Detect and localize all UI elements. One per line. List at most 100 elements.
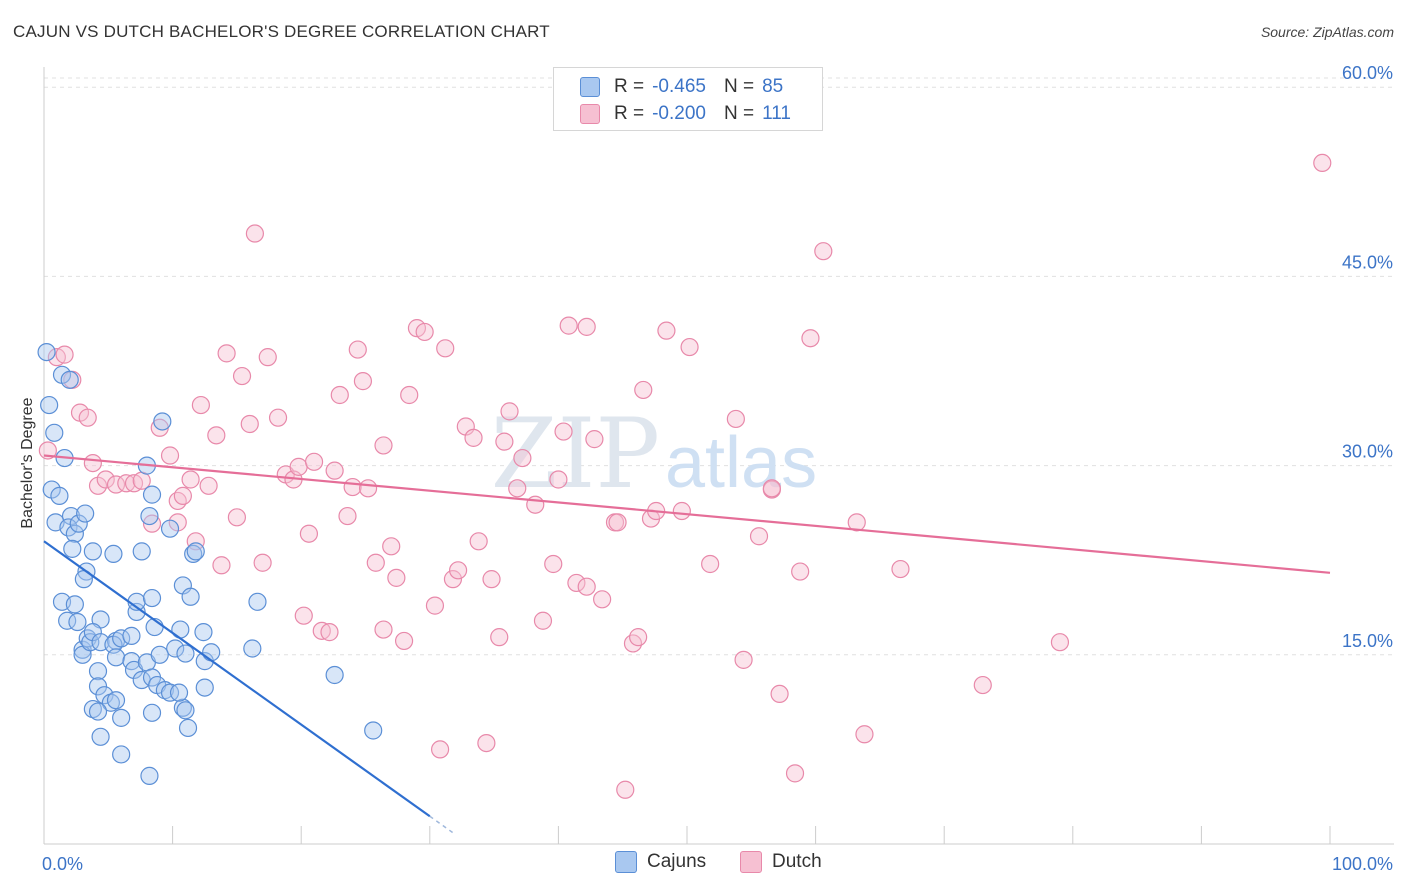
cajun-point: [248, 592, 267, 611]
dutch-point: [374, 436, 393, 455]
dutch-point: [1050, 633, 1070, 652]
dutch-point: [1313, 153, 1332, 173]
cajun-point: [61, 506, 81, 526]
cajun-swatch: [580, 77, 600, 97]
dutch-point: [477, 733, 496, 753]
cajun-point: [83, 542, 102, 561]
cajun-point: [101, 693, 120, 712]
dutch-point: [891, 559, 910, 579]
dutch-point: [348, 340, 367, 359]
legend-n-value: 111: [762, 103, 791, 124]
dutch-point: [168, 491, 187, 511]
cajun-trend-line: [43, 540, 431, 818]
dutch-point: [304, 452, 324, 471]
dutch-point: [495, 432, 514, 451]
dutch-point: [227, 508, 246, 527]
cajun-points: [37, 342, 383, 785]
cajun-point: [186, 542, 205, 561]
dutch-point: [443, 570, 463, 589]
dutch-legend-swatch: [740, 851, 762, 873]
source-credit: Source: ZipAtlas.com: [1260, 24, 1394, 40]
dutch-point: [199, 476, 218, 495]
watermark: ZIP atlas: [491, 398, 817, 510]
dutch-point: [358, 479, 378, 498]
dutch-point: [508, 479, 527, 498]
cajun-point: [181, 587, 200, 606]
dutch-point: [382, 537, 401, 556]
dutch-point: [217, 344, 236, 363]
dutch-point: [387, 568, 406, 587]
dutch-point: [212, 556, 231, 575]
dutch-point: [330, 385, 349, 405]
dutch-point: [232, 366, 252, 386]
dutch-point: [312, 621, 331, 640]
grid-layer: [44, 77, 1394, 656]
legend-r-label: R =: [614, 103, 645, 124]
dutch-point: [289, 457, 308, 476]
dutch-point: [672, 501, 691, 521]
cajun-point: [166, 639, 185, 658]
cajun-point: [112, 708, 131, 727]
dutch-point: [448, 561, 468, 580]
legend-item-cajuns[interactable]: Cajuns: [615, 851, 706, 873]
dutch-point: [801, 329, 820, 348]
legend-label-dutch: Dutch: [772, 851, 822, 872]
cajun-point: [69, 514, 88, 533]
dutch-point: [593, 590, 612, 609]
cajun-point: [68, 612, 87, 632]
dutch-point: [585, 430, 604, 449]
dutch-point: [268, 408, 288, 427]
dutch-point: [191, 395, 210, 415]
dutch-point: [253, 553, 272, 572]
cajun-point: [88, 662, 108, 681]
dutch-point: [554, 422, 573, 441]
cajun-legend-swatch: [615, 851, 637, 873]
dutch-point: [343, 477, 362, 497]
cajun-point: [65, 595, 84, 614]
dutch-point: [973, 675, 992, 695]
cajun-point: [155, 681, 174, 700]
dutch-point: [320, 623, 339, 642]
dutch-point: [680, 337, 699, 357]
cajun-point: [243, 639, 262, 658]
dutch-point: [785, 764, 805, 783]
cajun-point: [195, 678, 214, 697]
dutch-swatch: [580, 104, 600, 124]
chart-title: CAJUN VS DUTCH BACHELOR'S DEGREE CORRELA…: [13, 22, 550, 41]
cajun-point: [364, 721, 383, 740]
legend-row-dutch: R = -0.200 N = 111: [580, 102, 791, 126]
legend-row-cajuns: R = -0.465 N = 85: [580, 75, 783, 99]
watermark-atlas: atlas: [665, 423, 817, 503]
y-tick-label: 45.0%: [1342, 252, 1393, 272]
dutch-point: [258, 348, 277, 367]
legend-item-dutch[interactable]: Dutch: [740, 851, 822, 873]
dutch-point: [701, 554, 720, 574]
dutch-point: [294, 606, 313, 625]
dutch-point: [38, 441, 57, 460]
cajun-point: [106, 648, 126, 667]
dutch-point: [629, 628, 648, 647]
axis-layer: [43, 67, 1394, 845]
dutch-point: [762, 479, 781, 498]
dutch-point: [567, 573, 586, 593]
cajun-point: [184, 544, 203, 564]
legend-label-cajuns: Cajuns: [647, 851, 707, 872]
x-tick-label: 100.0%: [1332, 854, 1393, 874]
dutch-point: [366, 553, 385, 572]
dutch-point: [240, 414, 259, 434]
dutch-point: [117, 474, 136, 493]
dutch-point: [513, 448, 532, 468]
dutch-point: [490, 628, 509, 647]
dutch-point: [577, 577, 596, 596]
cajun-point: [45, 423, 64, 442]
dutch-point: [415, 322, 434, 342]
dutch-point: [425, 596, 445, 615]
dutch-point: [207, 426, 226, 445]
dutch-point: [616, 780, 635, 799]
dutch-point: [814, 242, 833, 261]
y-tick-label: 30.0%: [1342, 442, 1393, 462]
dutch-point: [500, 402, 519, 421]
cajun-point: [83, 623, 102, 642]
dutch-point: [657, 321, 676, 340]
